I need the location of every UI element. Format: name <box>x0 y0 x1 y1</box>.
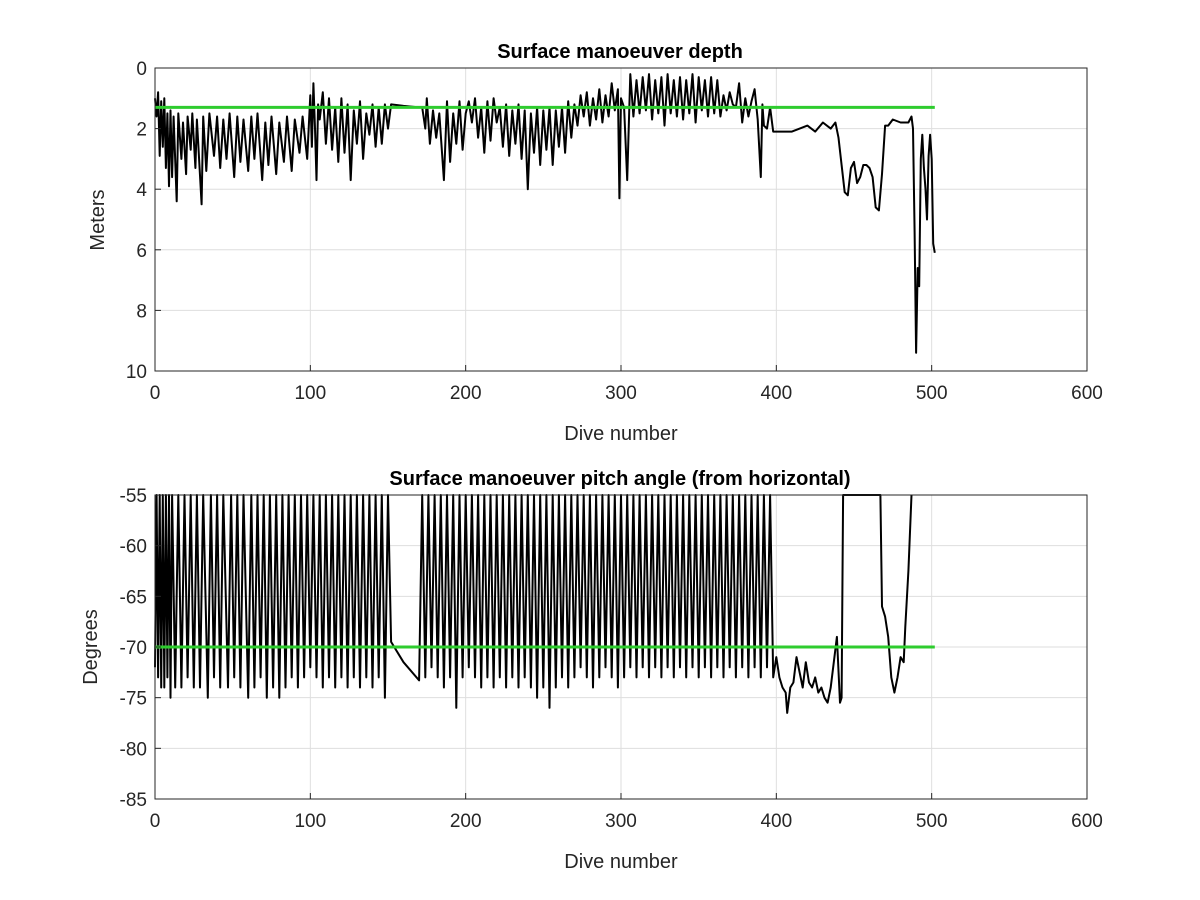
depth-chart-series <box>154 73 936 354</box>
depth-chart: Surface manoeuver depth 0 100 200 300 400 500… <box>87 41 1103 445</box>
pitch-chart-xtick-label: 500 <box>916 811 948 832</box>
depth-chart-ytick-label: 4 <box>136 180 147 201</box>
depth-chart-title: Surface manoeuver depth <box>497 41 743 63</box>
depth-chart-xtick-label: 200 <box>450 383 482 404</box>
depth-chart-xlabel: Dive number <box>564 423 678 445</box>
depth-chart-xtick-label: 400 <box>760 383 792 404</box>
pitch-chart: Surface manoeuver pitch angle (from hori… <box>80 468 1103 873</box>
depth-chart-ylabel: Meters <box>87 189 109 250</box>
pitch-chart-ytick-label: -70 <box>120 638 147 659</box>
pitch-chart-ylabel: Degrees <box>80 609 102 685</box>
pitch-chart-xlabel: Dive number <box>564 851 678 873</box>
pitch-chart-xtick-label: 200 <box>450 811 482 832</box>
pitch-chart-series <box>154 494 935 714</box>
pitch-chart-xtick-label: 400 <box>760 811 792 832</box>
depth-chart-xtick-label: 0 <box>150 383 161 404</box>
pitch-chart-xtick-label: 300 <box>605 811 637 832</box>
pitch-chart-title: Surface manoeuver pitch angle (from hori… <box>389 468 850 490</box>
pitch-chart-data-line <box>154 494 913 714</box>
pitch-chart-xtick-label: 100 <box>294 811 326 832</box>
depth-chart-xtick-label: 600 <box>1071 383 1103 404</box>
depth-chart-xtick-label: 100 <box>294 383 326 404</box>
depth-chart-ticks: 0 100 200 300 400 500 600 0 2 4 6 8 10 <box>126 59 1103 404</box>
depth-chart-data-line <box>154 73 936 354</box>
pitch-chart-ytick-label: -55 <box>120 486 147 507</box>
depth-chart-ytick-label: 2 <box>136 120 147 141</box>
pitch-chart-ytick-label: -75 <box>120 689 147 710</box>
pitch-chart-xtick-label: 0 <box>150 811 161 832</box>
pitch-chart-xtick-label: 600 <box>1071 811 1103 832</box>
pitch-chart-ticks: 0 100 200 300 400 500 600 -55 -60 -65 -70 -75 -80 -85 <box>120 486 1103 832</box>
pitch-chart-ytick-label: -85 <box>120 790 147 811</box>
depth-chart-ytick-label: 0 <box>136 59 147 80</box>
pitch-chart-ytick-label: -80 <box>120 739 147 760</box>
depth-chart-xtick-label: 500 <box>916 383 948 404</box>
pitch-chart-ytick-label: -65 <box>120 587 147 608</box>
pitch-chart-ytick-label: -60 <box>120 537 147 558</box>
depth-chart-xtick-label: 300 <box>605 383 637 404</box>
depth-chart-ytick-label: 6 <box>136 241 147 262</box>
depth-chart-ytick-label: 10 <box>126 362 147 383</box>
depth-chart-ytick-label: 8 <box>136 301 147 322</box>
